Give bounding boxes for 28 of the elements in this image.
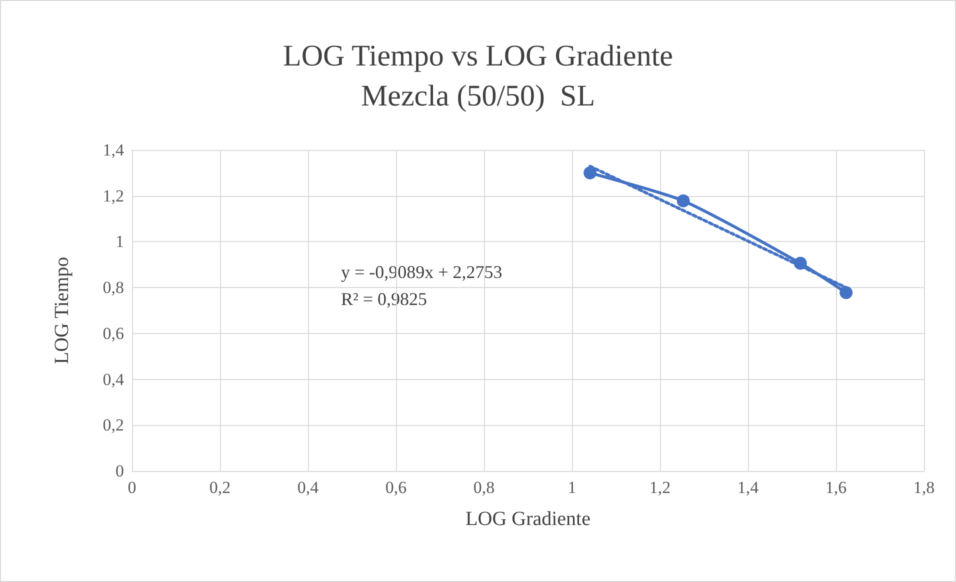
x-tick-label: 0,4	[297, 478, 320, 497]
y-tick-label: 0,4	[102, 370, 124, 389]
y-tick-label: 1	[116, 232, 124, 252]
x-tick-label: 1,8	[913, 478, 935, 497]
chart-subtitle: Mezcla (50/50) SL	[360, 80, 596, 112]
y-tick-label: 1,4	[102, 140, 124, 160]
point	[676, 194, 690, 208]
annotation: R² = 0,9825	[340, 289, 428, 309]
x-tick-label: 0,8	[473, 478, 495, 497]
x-tick-label: 0,2	[209, 478, 231, 497]
y-tick-label: 0	[116, 462, 124, 480]
point	[840, 286, 853, 300]
y-tick-label: 0,8	[102, 278, 124, 298]
x-tick-label: 1,2	[649, 478, 671, 497]
y-axis-title: LOG Tiempo	[51, 256, 73, 364]
point	[794, 256, 807, 270]
x-axis-title: LOG Gradiente	[466, 508, 591, 530]
chart-title: LOG Tiempo vs LOG Gradiente	[283, 40, 673, 72]
y-tick-label: 0,2	[102, 416, 124, 435]
x-tick-label: 1	[568, 478, 576, 497]
y-tick-label: 1,2	[102, 186, 124, 206]
x-tick-label: 0,6	[385, 478, 407, 497]
point	[584, 166, 597, 180]
y-tick-label: 0,6	[102, 324, 124, 343]
x-tick-label: 0	[128, 478, 136, 497]
annotation: y = -0,9089x + 2,2753	[341, 262, 502, 282]
x-tick-label: 1,6	[825, 478, 847, 497]
x-tick-label: 1,4	[737, 478, 760, 497]
